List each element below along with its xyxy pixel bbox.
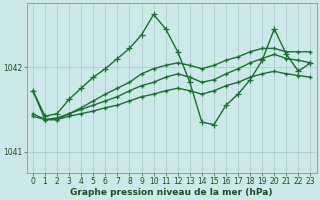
X-axis label: Graphe pression niveau de la mer (hPa): Graphe pression niveau de la mer (hPa) bbox=[70, 188, 273, 197]
